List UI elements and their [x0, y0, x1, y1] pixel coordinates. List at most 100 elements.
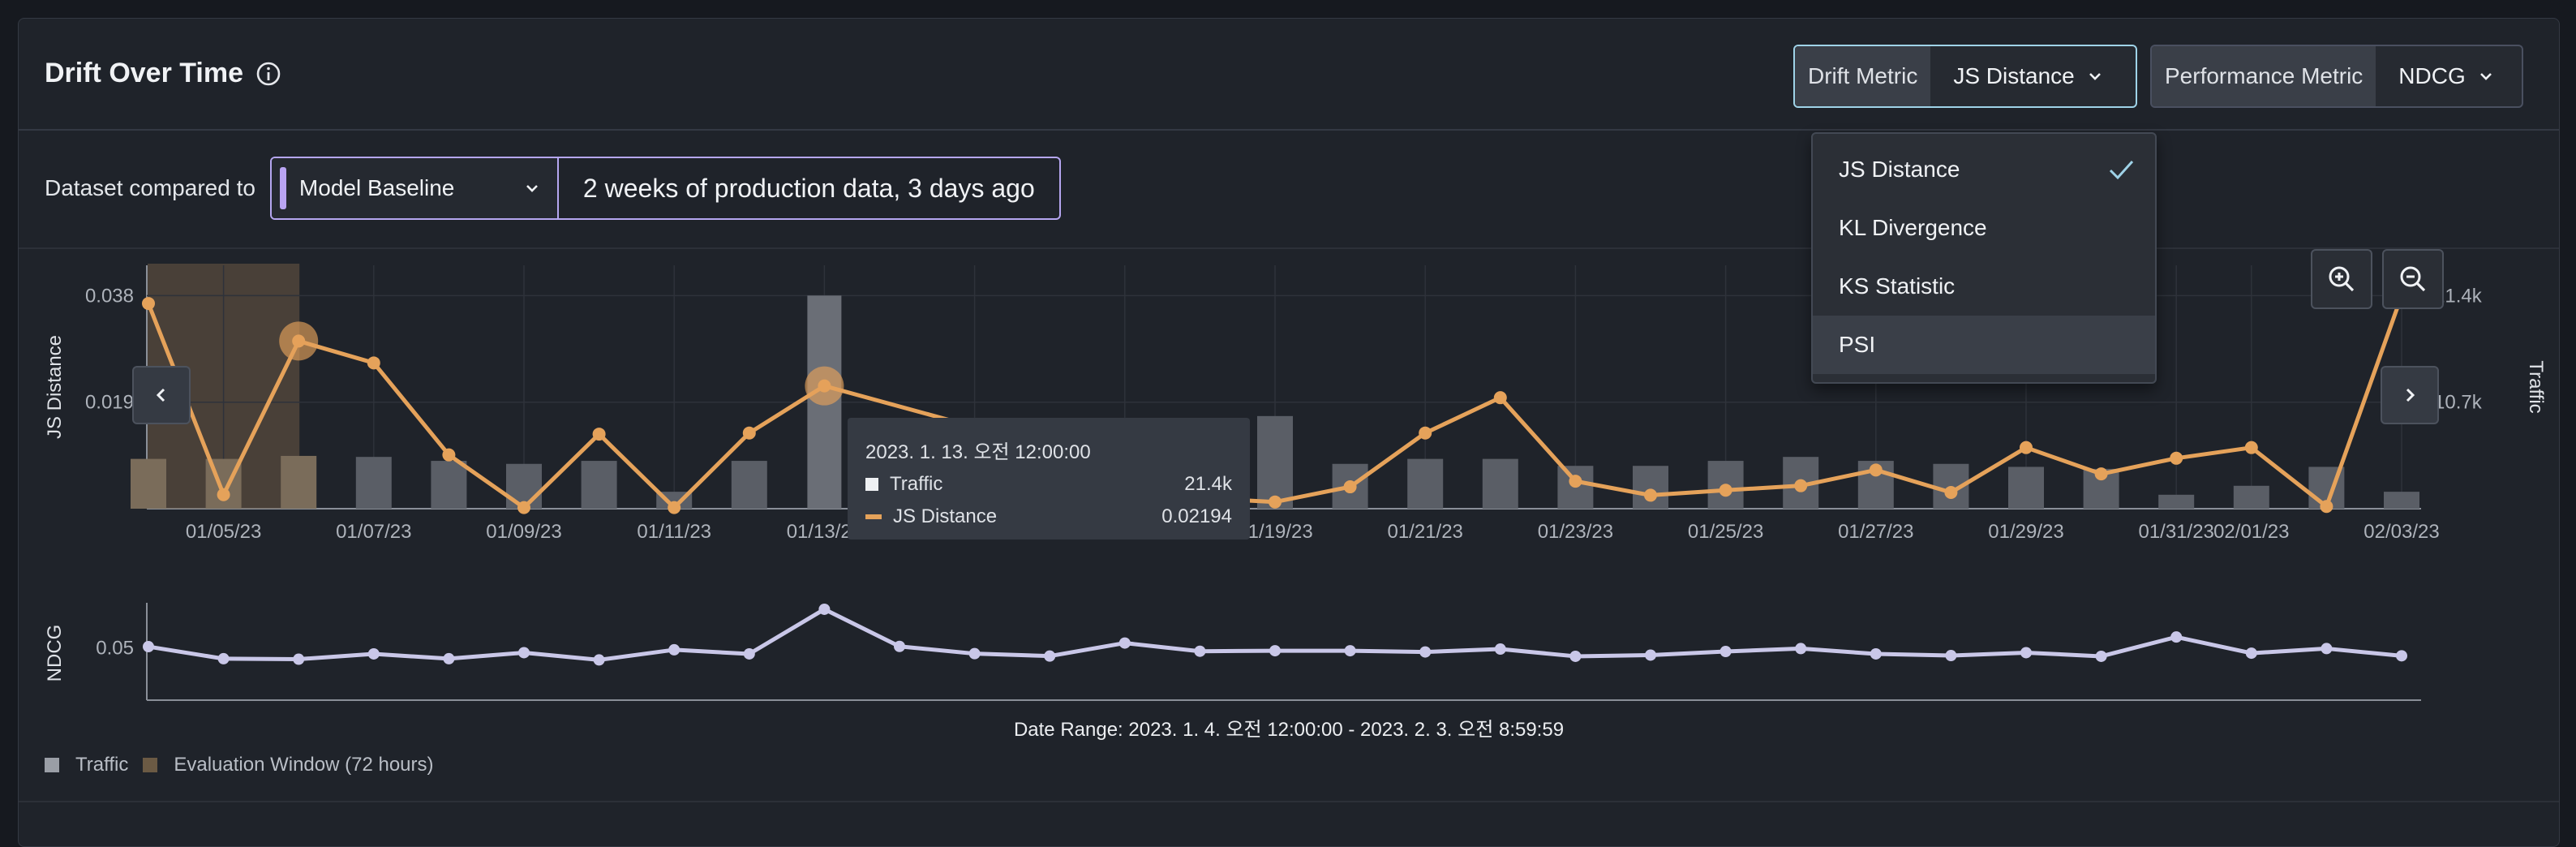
ndcg-point: [818, 603, 831, 615]
x-tick-label: 01/29/23: [1988, 521, 2063, 543]
zoom-out-icon: [2400, 266, 2426, 292]
info-icon[interactable]: [255, 61, 281, 87]
js-distance-point: [442, 448, 456, 462]
ndcg-point: [367, 647, 380, 660]
ndcg-point: [1044, 650, 1056, 662]
ndcg-point: [2020, 647, 2032, 659]
traffic-bar: [431, 461, 467, 509]
legend-window-swatch: [143, 758, 158, 772]
ndcg-point: [293, 653, 305, 665]
x-tick-label: 01/31/23: [2138, 521, 2213, 543]
drift-metric-dropdown: JS Distance KL Divergence KS Statistic P…: [1811, 132, 2157, 384]
js-distance-point: [1944, 485, 1958, 499]
ndcg-point: [1795, 643, 1807, 655]
ndcg-point: [2170, 631, 2183, 643]
previous-window-button[interactable]: [132, 366, 191, 424]
baseline-select[interactable]: Model Baseline: [271, 158, 559, 218]
x-tick-label: 01/23/23: [1538, 521, 1613, 543]
ndcg-point: [593, 654, 605, 666]
drift-chart[interactable]: 01/05/23 01/07/23 01/09/23 01/11/23 01/13/23…: [19, 19, 2559, 822]
dataset-selector: Model Baseline 2 weeks of production dat…: [269, 157, 1061, 220]
chevron-down-icon: [2479, 73, 2492, 80]
ndcg-point: [668, 643, 680, 656]
ndcg-point: [1118, 637, 1131, 649]
performance-metric-label: Performance Metric: [2152, 46, 2376, 106]
drift-metric-select[interactable]: Drift Metric JS Distance: [1793, 45, 2137, 108]
x-tick-label: 02/03/23: [2363, 521, 2439, 543]
ndcg-y-tick-label: 0.05: [96, 638, 134, 660]
baseline-select-value: Model Baseline: [298, 175, 455, 200]
chevron-left-icon: [156, 388, 165, 402]
tooltip-title: 2023. 1. 13. 오전 12:00:00: [865, 441, 1091, 463]
baseline-description: 2 weeks of production data, 3 days ago: [582, 173, 1035, 203]
tooltip-traffic-value: 21.4k: [1184, 473, 1232, 495]
js-distance-swatch: [865, 514, 882, 519]
ndcg-point: [1645, 649, 1656, 661]
js-distance-point: [142, 297, 155, 311]
js-distance-point: [1269, 495, 1282, 509]
zoom-out-button[interactable]: [2382, 249, 2444, 309]
traffic-bar: [2008, 466, 2044, 509]
traffic-bar: [581, 461, 617, 509]
performance-metric-select[interactable]: Performance Metric NDCG: [2150, 45, 2523, 108]
ndcg-point: [1569, 650, 1582, 662]
traffic-bar: [1407, 458, 1444, 509]
traffic-bar: [1482, 458, 1518, 509]
js-distance-point: [2094, 467, 2108, 481]
traffic-bar: [2233, 485, 2269, 509]
ndcg-point: [1194, 645, 1206, 657]
ndcg-point: [1719, 646, 1732, 657]
js-distance-point: [1343, 480, 1357, 494]
traffic-bar: [1633, 466, 1668, 509]
js-distance-point: [367, 356, 380, 370]
dropdown-option-psi[interactable]: PSI: [1813, 316, 2155, 374]
ndcg-axis-title: NDCG: [44, 625, 66, 682]
ndcg-point: [1945, 650, 1957, 662]
dropdown-option-ks-statistic[interactable]: KS Statistic: [1813, 257, 2155, 316]
js-distance-point: [2320, 500, 2333, 514]
tooltip-traffic-row: Traffic 21.4k: [865, 473, 1232, 496]
traffic-bar: [281, 455, 317, 509]
y-tick-label: 0.038: [85, 285, 134, 307]
y2-tick-label: 10.7k: [2434, 392, 2483, 414]
drift-panel: Drift Over Time Drift Metric JS Distance…: [18, 18, 2560, 847]
dropdown-option-js-distance[interactable]: JS Distance: [1813, 140, 2155, 199]
traffic-bar: [131, 458, 166, 509]
traffic-swatch: [865, 478, 878, 491]
js-distance-highlight: [279, 321, 319, 361]
js-distance-point: [1719, 484, 1732, 497]
drift-metric-value: JS Distance: [1953, 63, 2075, 88]
check-icon: [2109, 160, 2134, 180]
chevron-down-icon: [526, 185, 538, 192]
js-distance-point: [1569, 475, 1582, 488]
ndcg-point: [143, 641, 154, 653]
panel-footer-divider: [19, 801, 2559, 802]
ndcg-point: [1269, 645, 1281, 657]
ndcg-point: [1870, 647, 1882, 660]
ndcg-point: [1494, 643, 1506, 656]
y-tick-label: 0.019: [85, 392, 134, 414]
legend-traffic-label: Traffic: [75, 754, 129, 776]
legend-traffic-swatch: [45, 758, 59, 772]
traffic-bar: [1257, 415, 1293, 509]
panel-header: Drift Over Time Drift Metric JS Distance…: [19, 19, 2559, 131]
ndcg-point: [518, 647, 530, 659]
traffic-bar: [731, 461, 767, 509]
y2-axis-title: Traffic: [2525, 360, 2547, 413]
date-range: Date Range: 2023. 1. 4. 오전 12:00:00 - 20…: [1013, 719, 1565, 741]
js-distance-point: [668, 501, 681, 514]
traffic-bar: [355, 457, 392, 509]
zoom-in-button[interactable]: [2311, 249, 2372, 309]
js-distance-point: [742, 426, 756, 440]
dropdown-option-kl-divergence[interactable]: KL Divergence: [1813, 199, 2155, 257]
x-tick-label: 02/01/23: [2213, 521, 2289, 543]
dropdown-option-label: PSI: [1839, 332, 1876, 357]
traffic-bar: [2158, 494, 2195, 509]
y-axis-title: JS Distance: [44, 335, 66, 439]
tooltip-metric-label: JS Distance: [893, 505, 998, 527]
dataset-compared-label: Dataset compared to: [45, 175, 255, 200]
ndcg-point: [2095, 650, 2107, 662]
x-tick-label: 01/09/23: [486, 521, 561, 543]
dropdown-option-label: KS Statistic: [1839, 273, 1956, 299]
next-window-button[interactable]: [2381, 366, 2439, 424]
